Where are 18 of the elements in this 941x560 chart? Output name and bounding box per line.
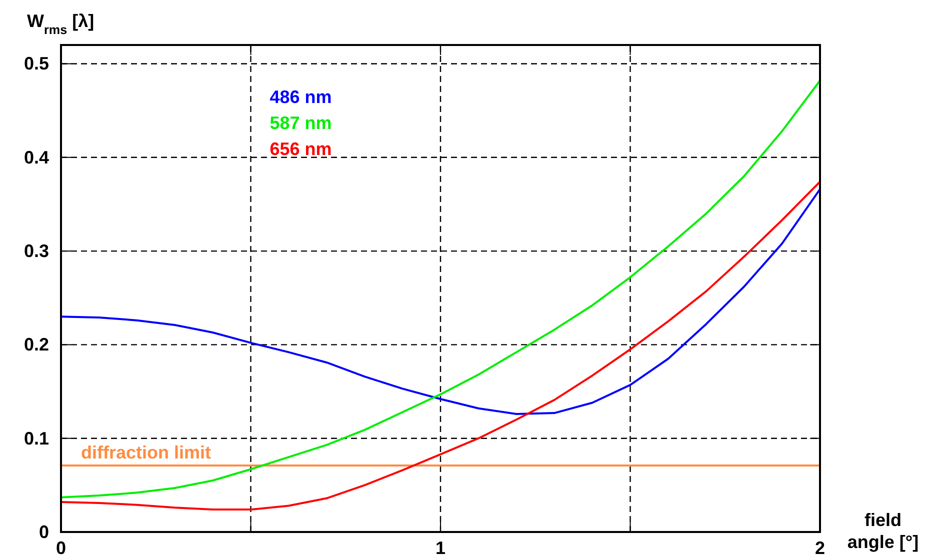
text: 656 nm: [270, 139, 332, 159]
y-tick-label: 0.4: [24, 147, 49, 168]
y-axis-title: W$_{rms}$ [λ]: [27, 11, 94, 37]
text: 486 nm: [270, 87, 332, 107]
text: 587 nm: [270, 113, 332, 133]
line-series: [60, 80, 821, 498]
y-tick-label: 0.1: [24, 428, 49, 448]
y-tick-label: 0.5: [24, 54, 49, 74]
x-tick-label: 2: [814, 538, 826, 558]
y-tick-label: 0.2: [24, 334, 49, 355]
line-series: [60, 188, 821, 415]
ref-line-label: diffraction limit: [81, 442, 212, 463]
y-tick-label: 0.3: [24, 241, 49, 262]
y-tick-label: 0: [38, 522, 49, 542]
line-series: [60, 180, 821, 511]
x-axis-title: field angle [°]: [847, 510, 919, 552]
x-tick-label: 0: [56, 538, 66, 558]
x-tick-label: 1: [435, 538, 446, 558]
